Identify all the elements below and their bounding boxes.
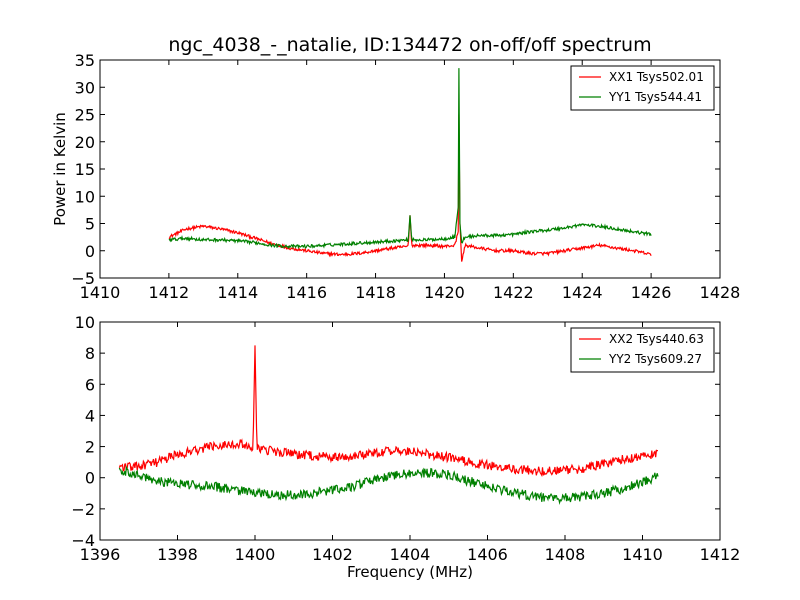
series-line-1 (118, 345, 659, 478)
y-tick-label: 8 (85, 344, 95, 363)
y-tick-label: −2 (71, 500, 95, 519)
panel-1: ngc_4038_-_natalie, ID:134472 on-off/off… (51, 34, 740, 302)
y-tick-label: 4 (85, 406, 95, 425)
x-tick-label: 1410 (622, 545, 663, 564)
series-line-2 (168, 68, 652, 250)
x-tick-label: 1420 (424, 283, 465, 302)
x-tick-label: 1402 (312, 545, 353, 564)
series-line-2 (118, 465, 659, 505)
y-tick-label: −5 (71, 269, 95, 288)
x-tick-label: 1404 (390, 545, 431, 564)
x-tick-label: 1398 (157, 545, 198, 564)
y-tick-label: 6 (85, 375, 95, 394)
y-tick-label: 10 (75, 187, 95, 206)
legend: XX2 Tsys440.63 YY2 Tsys609.27 (570, 327, 715, 373)
y-tick-label: 25 (75, 106, 95, 125)
y-tick-label: 0 (85, 469, 95, 488)
x-tick-label: 1400 (235, 545, 276, 564)
x-tick-label: 1426 (631, 283, 672, 302)
y-tick-label: 0 (85, 242, 95, 261)
legend-label: XX2 Tsys440.63 (609, 332, 704, 346)
x-tick-label: 1428 (700, 283, 741, 302)
x-tick-label: 1406 (467, 545, 508, 564)
x-tick-label: 1418 (355, 283, 396, 302)
x-tick-label: 1396 (80, 545, 121, 564)
y-tick-label: 20 (75, 133, 95, 152)
x-tick-label: 1408 (545, 545, 586, 564)
x-tick-label: 1414 (217, 283, 258, 302)
legend: XX1 Tsys502.01 YY1 Tsys544.41 (570, 65, 715, 111)
legend-box (570, 327, 715, 373)
y-tick-label: 35 (75, 51, 95, 70)
legend-label: YY2 Tsys609.27 (608, 352, 702, 366)
x-tick-label: 1412 (149, 283, 190, 302)
series-line-1 (168, 114, 652, 262)
y-tick-label: −4 (71, 531, 95, 550)
chart-title: ngc_4038_-_natalie, ID:134472 on-off/off… (168, 34, 651, 56)
y-tick-label: 10 (75, 313, 95, 332)
y-tick-label: 15 (75, 160, 95, 179)
x-tick-label: 1412 (700, 545, 741, 564)
legend-label: XX1 Tsys502.01 (609, 70, 704, 84)
x-tick-label: 1424 (562, 283, 603, 302)
x-tick-label: 1410 (80, 283, 121, 302)
y-axis-label: Power in Kelvin (51, 112, 69, 226)
y-tick-label: 5 (85, 215, 95, 234)
x-axis-label: Frequency (MHz) (347, 563, 473, 581)
y-tick-label: 30 (75, 78, 95, 97)
panel-2: 1396 1398 1400 1402 1404 1406 1408 1410 1412 −4 −2… (71, 313, 740, 581)
legend-box (570, 65, 715, 111)
x-tick-label: 1422 (493, 283, 534, 302)
y-tick-label: 2 (85, 438, 95, 457)
legend-label: YY1 Tsys544.41 (608, 90, 702, 104)
x-tick-label: 1416 (286, 283, 327, 302)
